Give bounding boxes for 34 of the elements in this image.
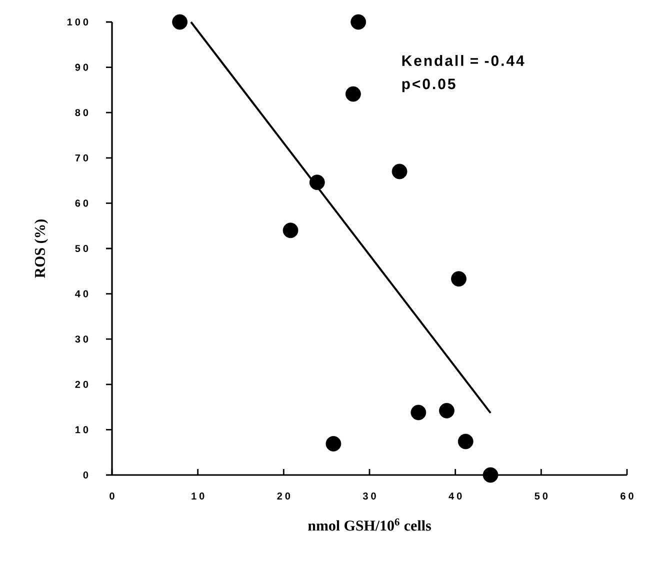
y-tick-label: 4 0 <box>75 290 88 298</box>
y-tick-label: 3 0 <box>75 336 88 343</box>
x-tick-label: 4 0 <box>448 492 462 500</box>
point <box>282 222 298 238</box>
point <box>309 174 325 190</box>
point <box>482 467 498 483</box>
y-tick-label: 6 0 <box>75 200 88 207</box>
x-tick-label: 6 0 <box>620 492 634 500</box>
point <box>350 14 366 30</box>
annotation: Kendall = -0.44 <box>402 55 524 66</box>
point <box>410 404 426 420</box>
y-tick-label: 0 <box>83 471 88 479</box>
x-tick-label: 1 0 <box>192 492 204 500</box>
x-axis-title: nmol GSH/10$^{6}$ cells <box>308 518 431 531</box>
y-tick-label: 5 0 <box>75 244 88 252</box>
y-tick-label: 1 0 <box>76 426 88 434</box>
y-tick-label: 9 0 <box>75 64 88 71</box>
x-tick-label: 5 0 <box>534 492 548 500</box>
point <box>458 434 474 450</box>
point <box>439 402 454 418</box>
y-tick-label: 8 0 <box>75 109 88 116</box>
y-tick-label: 1 0 0 <box>68 18 88 26</box>
point <box>392 164 408 180</box>
x-tick-label: 0 <box>110 492 114 500</box>
point <box>345 86 361 102</box>
y-axis-title: ROS (%) <box>34 219 48 278</box>
y-tick-label: 7 0 <box>75 154 88 162</box>
x-tick-label: 3 0 <box>362 492 376 500</box>
y-tick-label: 2 0 <box>75 380 88 388</box>
point <box>451 271 466 287</box>
x-tick-label: 2 0 <box>277 492 290 500</box>
point <box>326 436 342 452</box>
point <box>172 14 188 30</box>
annotation: p<0.05 <box>402 78 456 92</box>
